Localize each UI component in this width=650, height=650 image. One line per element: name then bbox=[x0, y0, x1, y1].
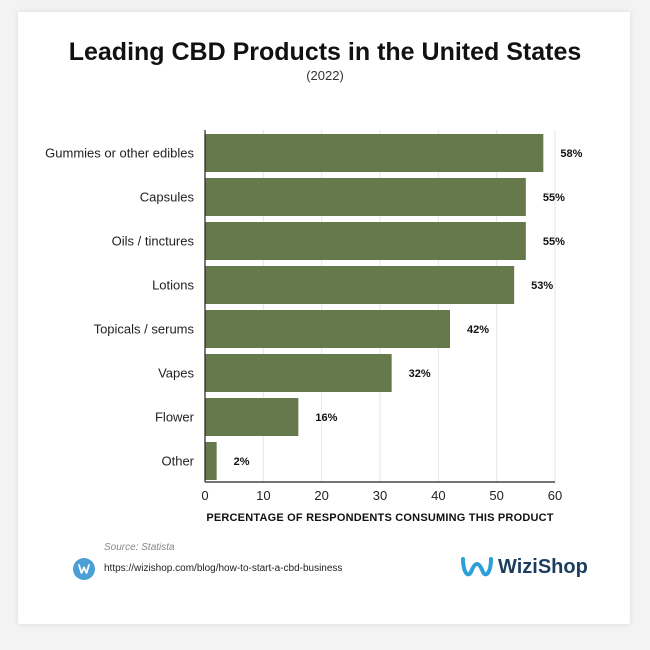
category-label: Gummies or other edibles bbox=[45, 146, 194, 161]
x-tick-label: 10 bbox=[256, 488, 270, 503]
bar bbox=[205, 442, 217, 480]
value-label: 16% bbox=[315, 412, 337, 424]
category-label: Topicals / serums bbox=[94, 322, 195, 337]
x-tick-label: 60 bbox=[548, 488, 562, 503]
bar bbox=[205, 222, 526, 260]
bar bbox=[205, 134, 544, 172]
category-label: Oils / tinctures bbox=[112, 234, 195, 249]
chart-subtitle: (2022) bbox=[306, 68, 344, 83]
x-axis-label: PERCENTAGE OF RESPONDENTS CONSUMING THIS… bbox=[206, 512, 554, 524]
x-tick-label: 0 bbox=[201, 488, 208, 503]
value-label: 58% bbox=[560, 148, 582, 160]
category-label: Other bbox=[161, 454, 194, 469]
bar bbox=[205, 178, 526, 216]
value-label: 42% bbox=[467, 324, 489, 336]
value-label: 32% bbox=[409, 368, 431, 380]
bar bbox=[205, 310, 450, 348]
wizishop-round-logo-icon bbox=[73, 558, 95, 580]
chart-title: Leading CBD Products in the United State… bbox=[68, 38, 582, 66]
value-label: 55% bbox=[543, 192, 565, 204]
value-label: 2% bbox=[234, 456, 250, 468]
bar bbox=[205, 398, 299, 436]
x-tick-label: 30 bbox=[373, 488, 387, 503]
category-label: Vapes bbox=[158, 366, 194, 381]
brand-name[interactable]: WiziShop bbox=[498, 556, 588, 578]
source-note: Source: Statista bbox=[104, 542, 175, 553]
bar bbox=[205, 266, 515, 304]
value-label: 55% bbox=[543, 236, 565, 248]
category-label: Lotions bbox=[152, 278, 194, 293]
category-label: Flower bbox=[155, 410, 195, 425]
value-label: 53% bbox=[531, 280, 553, 292]
category-label: Capsules bbox=[140, 190, 195, 205]
x-tick-label: 20 bbox=[314, 488, 328, 503]
x-tick-label: 50 bbox=[489, 488, 503, 503]
source-url[interactable]: https://wizishop.com/blog/how-to-start-a… bbox=[104, 563, 343, 574]
x-tick-label: 40 bbox=[431, 488, 445, 503]
bar bbox=[205, 354, 392, 392]
wizishop-logo-icon bbox=[459, 554, 495, 582]
